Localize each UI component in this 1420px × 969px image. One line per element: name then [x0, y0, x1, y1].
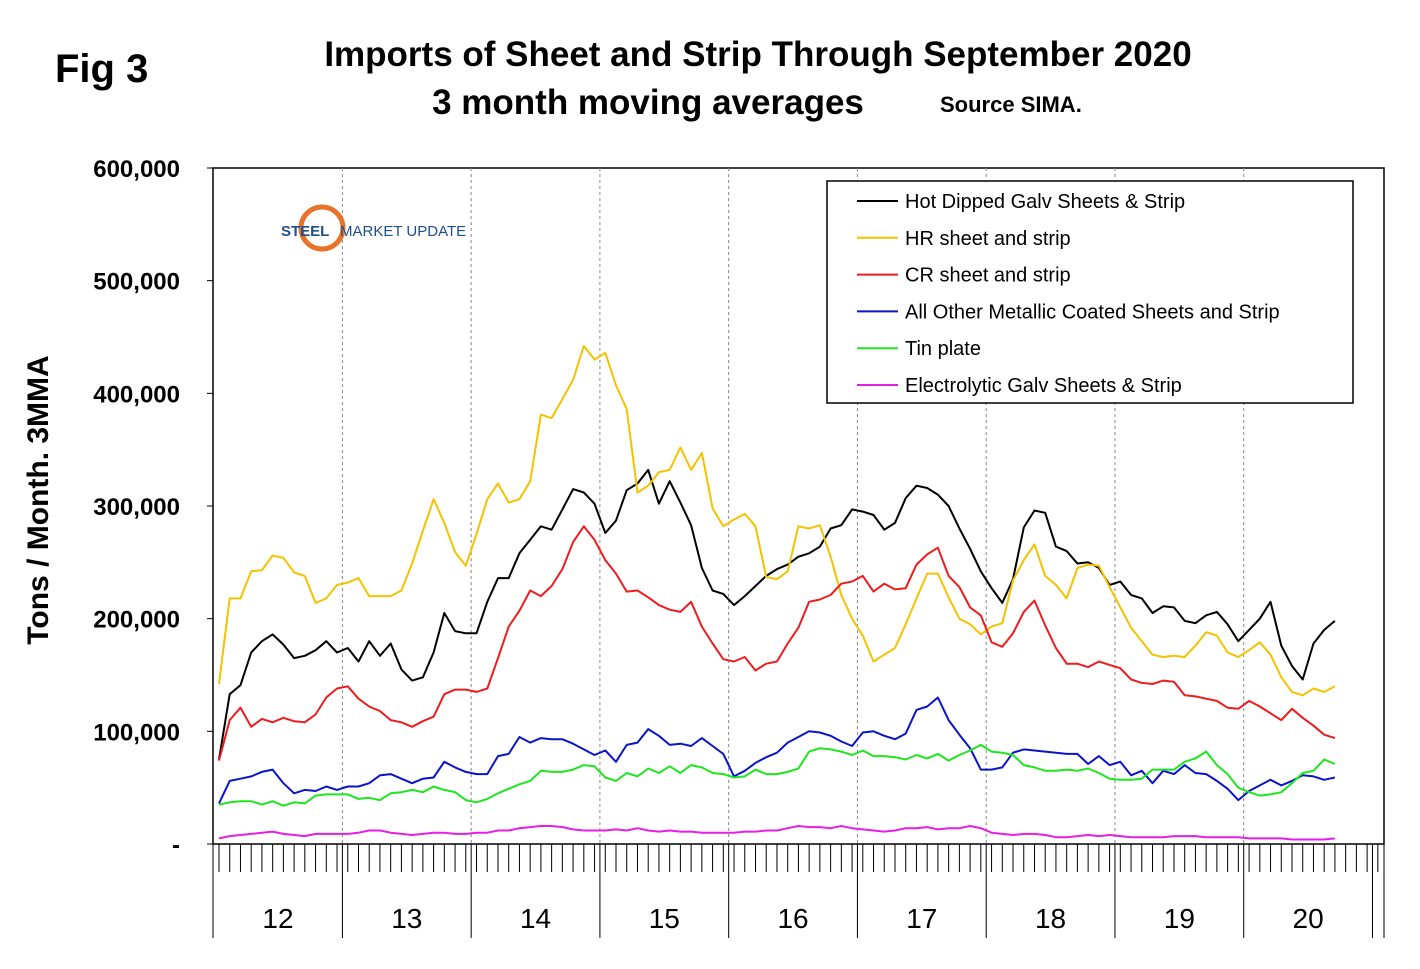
- logo-swoosh-icon: [298, 204, 346, 252]
- y-tick-label: 500,000: [93, 269, 180, 296]
- y-tick-label: 200,000: [93, 607, 180, 634]
- legend-label: CR sheet and strip: [905, 265, 1071, 287]
- y-tick-label: -: [172, 832, 180, 859]
- legend-label: Electrolytic Galv Sheets & Strip: [905, 375, 1182, 397]
- legend: Hot Dipped Galv Sheets & Strip HR sheet a…: [826, 180, 1354, 404]
- logo-word-2: MARKET UPDATE: [340, 223, 466, 240]
- series-line-2: [218, 345, 1336, 697]
- series-line-1: [218, 468, 1336, 760]
- x-axis-ticks: [218, 844, 1379, 872]
- y-tick-label: 100,000: [93, 719, 180, 746]
- y-axis-label: Tons / Month. 3MMA: [22, 355, 55, 644]
- x-year-label: 19: [1164, 903, 1195, 934]
- x-year-label: 17: [906, 903, 937, 934]
- series-line-5: [218, 743, 1336, 807]
- series-line-3: [218, 525, 1336, 761]
- series-lines: [218, 345, 1336, 841]
- x-year-label: 16: [777, 903, 808, 934]
- legend-label: Hot Dipped Galv Sheets & Strip: [905, 191, 1185, 213]
- x-year-label: 15: [649, 903, 680, 934]
- x-year-label: 14: [520, 903, 551, 934]
- year-gridlines: [212, 168, 1385, 938]
- series-line-6: [218, 825, 1336, 841]
- x-year-label: 12: [262, 903, 293, 934]
- legend-label: Tin plate: [905, 338, 981, 360]
- y-axis-ticks: - 100,000 200,000 300,000 400,000 500,000 600,…: [93, 156, 213, 859]
- x-axis-year-labels: 12 13 14 15 16 17 18 19 20: [262, 903, 1323, 934]
- series-line-4: [218, 696, 1336, 804]
- legend-label: All Other Metallic Coated Sheets and Str…: [905, 301, 1280, 323]
- y-tick-label: 400,000: [93, 381, 180, 408]
- source-note: Source SIMA.: [940, 92, 1082, 117]
- x-year-label: 13: [391, 903, 422, 934]
- x-year-label: 18: [1035, 903, 1066, 934]
- chart-title: Imports of Sheet and Strip Through Septe…: [324, 35, 1191, 74]
- chart-subtitle: 3 month moving averages: [432, 83, 864, 122]
- x-year-label: 20: [1293, 903, 1324, 934]
- steel-market-update-logo: STEEL MARKET UPDATE: [281, 204, 466, 252]
- legend-label: HR sheet and strip: [905, 228, 1071, 250]
- y-tick-label: 600,000: [93, 156, 180, 183]
- legend-box: [826, 180, 1354, 404]
- fig-label: Fig 3: [55, 47, 148, 91]
- logo-word-1: STEEL: [281, 223, 329, 240]
- y-tick-label: 300,000: [93, 494, 180, 521]
